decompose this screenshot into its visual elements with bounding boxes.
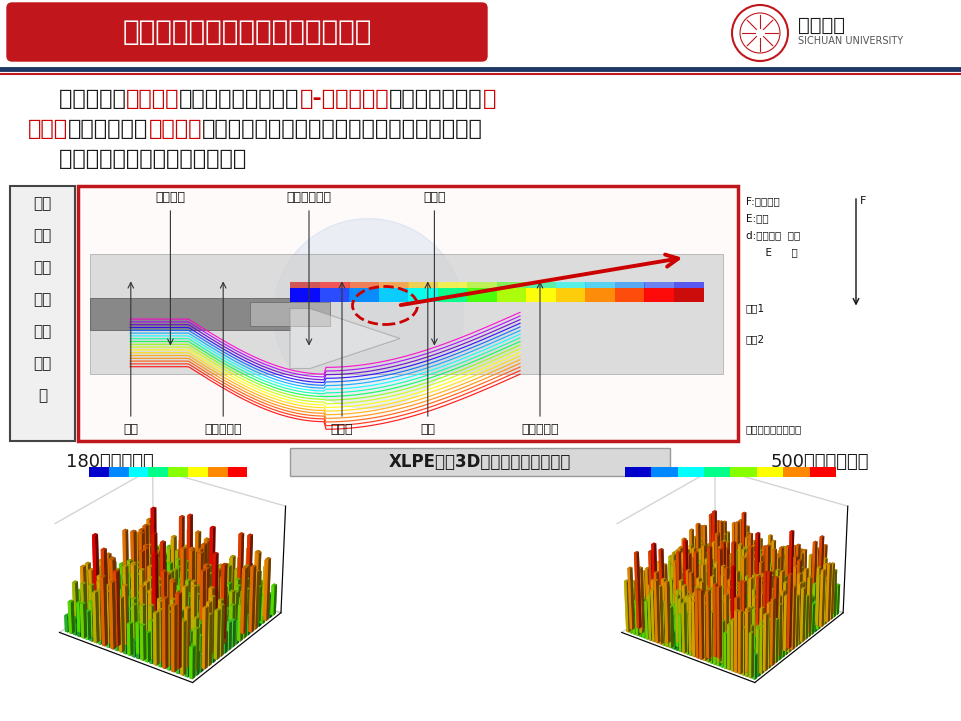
Bar (585, 281, 615, 288)
Text: 绝缘层: 绝缘层 (331, 423, 354, 436)
Bar (109, 467, 129, 477)
Bar (319, 288, 350, 301)
Bar (89, 467, 109, 477)
Bar (90, 254, 723, 373)
Text: 电缆附件为: 电缆附件为 (28, 89, 126, 109)
Text: E      点: E 点 (746, 247, 798, 257)
Text: 界面: 界面 (420, 423, 435, 436)
Bar (349, 281, 379, 288)
Bar (379, 281, 408, 288)
Bar (730, 467, 757, 477)
Bar (319, 281, 350, 288)
Bar (810, 467, 836, 477)
Bar (467, 281, 497, 288)
Bar (526, 288, 556, 301)
Text: 导体: 导体 (123, 423, 138, 436)
Bar (148, 467, 168, 477)
Text: 表面1: 表面1 (746, 304, 765, 314)
Bar (90, 298, 290, 329)
Bar (129, 467, 148, 477)
Bar (614, 288, 645, 301)
Text: 180目砂纸打磨: 180目砂纸打磨 (66, 453, 154, 471)
Text: 交电场: 交电场 (28, 119, 68, 139)
Text: F: F (860, 196, 867, 206)
Text: 四川大学: 四川大学 (798, 15, 845, 35)
Text: 电缆: 电缆 (34, 197, 52, 211)
Bar (78, 186, 738, 441)
Bar (555, 281, 585, 288)
Text: 固-固绝缘结构: 固-固绝缘结构 (300, 89, 389, 109)
Text: 接触点的接触模截面: 接触点的接触模截面 (746, 424, 802, 434)
FancyBboxPatch shape (7, 3, 487, 61)
Bar (408, 281, 438, 288)
Bar (408, 288, 438, 301)
Circle shape (273, 218, 463, 409)
Bar (783, 467, 810, 477)
Bar (644, 288, 674, 301)
Text: 附件: 附件 (34, 229, 52, 244)
Bar (188, 467, 208, 477)
Bar (585, 288, 615, 301)
Text: 表面2: 表面2 (746, 334, 765, 344)
Bar (290, 448, 670, 476)
Bar (437, 288, 467, 301)
Bar (467, 288, 497, 301)
Text: 微观缺陷: 微观缺陷 (148, 119, 202, 139)
Text: d:空腔直径  接触: d:空腔直径 接触 (746, 230, 801, 240)
Bar (674, 281, 703, 288)
Bar (625, 467, 652, 477)
Text: 结构: 结构 (34, 324, 52, 340)
Bar (652, 467, 678, 477)
Text: 示意: 示意 (34, 356, 52, 371)
Bar (379, 288, 408, 301)
Bar (290, 288, 320, 301)
Text: 密封结构: 密封结构 (126, 89, 180, 109)
Text: ，其内部结构复杂为: ，其内部结构复杂为 (180, 89, 300, 109)
Text: F:接触压力: F:接触压力 (746, 196, 779, 206)
Bar (614, 281, 645, 288)
Bar (674, 288, 703, 301)
Text: 外半导电层: 外半导电层 (521, 423, 558, 436)
Bar (644, 281, 674, 288)
Bar (703, 467, 730, 477)
Text: 500目细砂纸打磨: 500目细砂纸打磨 (771, 453, 870, 471)
Bar (757, 467, 783, 477)
Bar (168, 467, 188, 477)
Bar (250, 301, 330, 325)
Text: 微观: 微观 (34, 293, 52, 307)
Text: 图: 图 (37, 389, 47, 404)
Text: SICHUAN UNIVERSITY: SICHUAN UNIVERSITY (798, 36, 903, 46)
Text: XLPE表面3D光学轮廓仪观观测图: XLPE表面3D光学轮廓仪观观测图 (389, 453, 571, 471)
Bar (10, 186, 75, 441)
Text: 电缆附件界面电场分布及微观结构: 电缆附件界面电场分布及微观结构 (122, 18, 372, 46)
Bar (208, 467, 228, 477)
Bar (437, 281, 467, 288)
Bar (497, 281, 527, 288)
Text: ，界面处电场为: ，界面处电场为 (389, 89, 483, 109)
Bar (290, 281, 320, 288)
Text: 正: 正 (483, 89, 497, 109)
Text: 导体连接管: 导体连接管 (205, 423, 242, 436)
Text: 界面: 界面 (34, 260, 52, 275)
Text: ，接触面存在: ，接触面存在 (68, 119, 148, 139)
Bar (497, 288, 527, 301)
Bar (678, 467, 703, 477)
Text: 导体屏蔽: 导体屏蔽 (156, 191, 185, 204)
Text: ，其绝缘强度远低于固体介质击穿场强。因此，: ，其绝缘强度远低于固体介质击穿场强。因此， (202, 119, 482, 139)
Text: 电缆附件绝缘性能由界面决定。: 电缆附件绝缘性能由界面决定。 (28, 149, 246, 169)
Bar (526, 281, 556, 288)
Text: 应力锥: 应力锥 (423, 191, 446, 204)
Text: 硅橡胶绝缘层: 硅橡胶绝缘层 (286, 191, 332, 204)
Bar (555, 288, 585, 301)
Bar (228, 467, 248, 477)
Bar (349, 288, 379, 301)
Polygon shape (290, 309, 400, 368)
Text: E:电场: E:电场 (746, 213, 769, 223)
